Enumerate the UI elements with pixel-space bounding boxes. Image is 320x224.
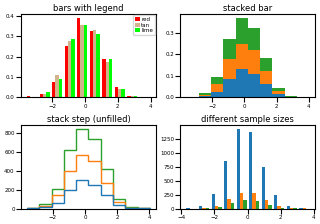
Bar: [223, 59, 236, 79]
Bar: [206, 208, 209, 209]
Bar: [131, 96, 134, 97]
Bar: [265, 200, 268, 209]
Bar: [93, 30, 96, 97]
Bar: [252, 193, 256, 209]
Bar: [202, 208, 206, 209]
Bar: [274, 195, 277, 209]
Bar: [212, 194, 215, 209]
Bar: [106, 62, 109, 97]
Bar: [240, 193, 243, 209]
Bar: [68, 41, 71, 97]
Bar: [134, 96, 137, 97]
Bar: [260, 58, 272, 71]
Bar: [249, 132, 252, 209]
Bar: [90, 32, 93, 97]
Bar: [65, 46, 68, 97]
Bar: [77, 18, 81, 97]
Bar: [199, 93, 211, 95]
Bar: [199, 206, 202, 209]
Bar: [52, 82, 55, 97]
Bar: [256, 201, 259, 209]
Bar: [223, 39, 236, 59]
Title: stacked bar: stacked bar: [223, 4, 272, 13]
Bar: [115, 87, 118, 97]
Bar: [248, 74, 260, 97]
Bar: [281, 208, 284, 209]
Bar: [262, 167, 265, 209]
Bar: [260, 71, 272, 84]
Bar: [27, 96, 30, 97]
Bar: [121, 89, 125, 97]
Bar: [199, 95, 211, 96]
Bar: [215, 206, 218, 209]
Bar: [268, 205, 272, 209]
Bar: [118, 89, 121, 97]
Bar: [285, 96, 297, 97]
Bar: [55, 75, 59, 97]
Bar: [272, 90, 285, 94]
Bar: [46, 92, 50, 97]
Bar: [40, 94, 43, 97]
Bar: [231, 203, 234, 209]
Bar: [272, 88, 285, 90]
Bar: [211, 92, 223, 97]
Bar: [81, 25, 84, 97]
Bar: [127, 96, 131, 97]
Bar: [211, 84, 223, 92]
Bar: [84, 25, 87, 97]
Bar: [228, 199, 231, 209]
Bar: [223, 79, 236, 97]
Title: stack step (unfilled): stack step (unfilled): [46, 116, 130, 125]
Bar: [224, 161, 228, 209]
Bar: [187, 208, 190, 209]
Bar: [248, 28, 260, 50]
Bar: [218, 207, 221, 209]
Bar: [211, 78, 223, 84]
Bar: [290, 208, 293, 209]
Bar: [236, 18, 248, 43]
Bar: [236, 69, 248, 97]
Bar: [236, 43, 248, 69]
Bar: [277, 206, 281, 209]
Legend: red, tan, lime: red, tan, lime: [133, 15, 155, 35]
Bar: [260, 84, 272, 97]
Title: bars with legend: bars with legend: [53, 4, 124, 13]
Title: different sample sizes: different sample sizes: [201, 116, 294, 125]
Bar: [236, 129, 240, 209]
Bar: [102, 59, 106, 97]
Bar: [272, 94, 285, 97]
Bar: [287, 206, 290, 209]
Bar: [109, 59, 112, 97]
Bar: [43, 94, 46, 97]
Bar: [71, 39, 75, 97]
Bar: [293, 208, 297, 209]
Bar: [248, 50, 260, 74]
Bar: [199, 96, 211, 97]
Bar: [96, 34, 100, 97]
Bar: [243, 200, 247, 209]
Bar: [59, 79, 62, 97]
